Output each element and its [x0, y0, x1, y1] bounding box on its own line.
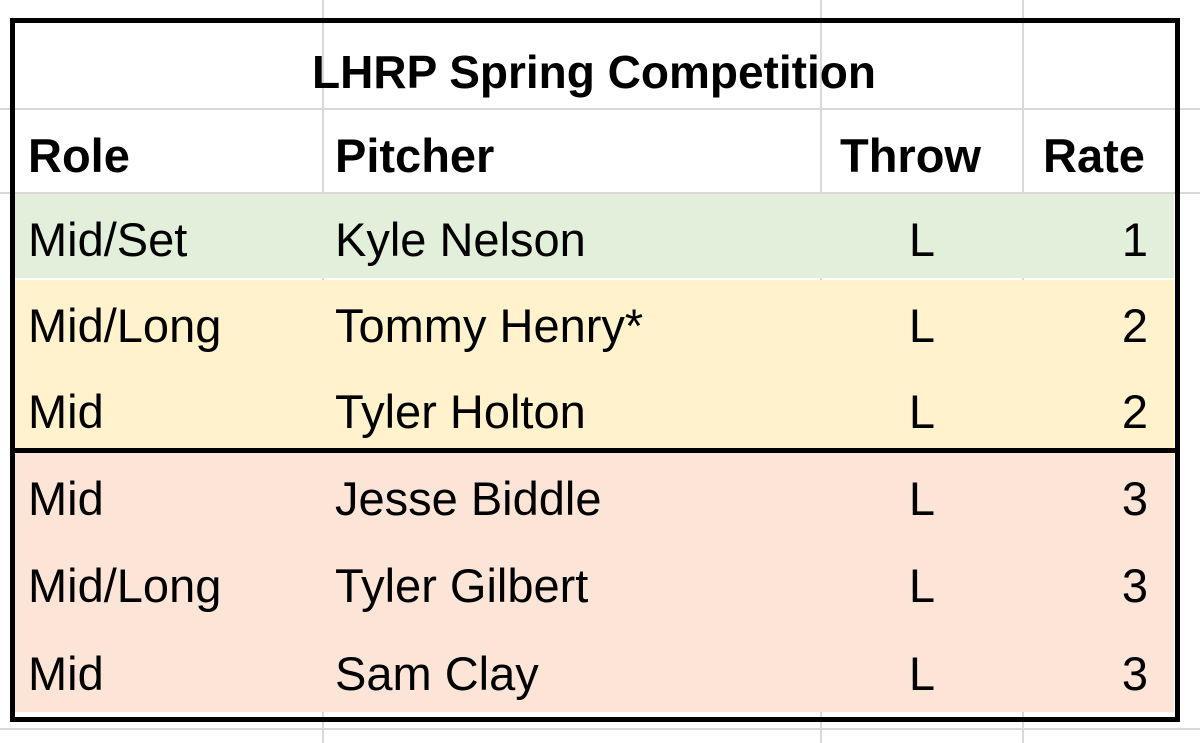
- table-cell: Mid: [28, 472, 104, 525]
- row-band: [14, 280, 1174, 366]
- table-border: [10, 18, 1180, 722]
- table-cell: 2: [1121, 299, 1148, 352]
- table-cell: L: [908, 647, 936, 700]
- table-cell: L: [908, 385, 936, 438]
- table-cell: L: [908, 213, 936, 266]
- grid-line: [0, 728, 1200, 730]
- column-header: Role: [28, 129, 130, 182]
- row-band: [14, 366, 1174, 448]
- table-cell: Tyler Holton: [335, 385, 586, 438]
- table-cell: L: [908, 472, 936, 525]
- table-cell: Sam Clay: [335, 647, 539, 700]
- table-cell: L: [908, 299, 936, 352]
- row-band: [14, 540, 1174, 628]
- group-divider: [10, 448, 1180, 453]
- table-cell: 3: [1121, 559, 1148, 612]
- grid-line: [0, 108, 1200, 110]
- table-cell: Mid/Long: [28, 559, 222, 612]
- table-cell: L: [908, 559, 936, 612]
- table-cell: 2: [1121, 385, 1148, 438]
- table-cell: 3: [1121, 472, 1148, 525]
- column-header: Pitcher: [335, 129, 495, 182]
- row-band: [14, 453, 1174, 540]
- table-cell: Tommy Henry*: [335, 299, 644, 352]
- table-cell: 3: [1121, 647, 1148, 700]
- table-cell: Mid/Set: [28, 213, 188, 266]
- table-cell: Jesse Biddle: [335, 472, 602, 525]
- table-cell: Mid: [28, 647, 104, 700]
- table-cell: Tyler Gilbert: [335, 559, 589, 612]
- table-cell: Mid: [28, 385, 104, 438]
- column-header: Throw: [840, 129, 981, 182]
- table-cell: Mid/Long: [28, 299, 222, 352]
- table-title: LHRP Spring Competition: [312, 46, 876, 98]
- table-cell: Kyle Nelson: [335, 213, 586, 266]
- column-header: Rate: [1043, 129, 1145, 182]
- row-band: [14, 628, 1174, 712]
- table-cell: 1: [1121, 213, 1148, 266]
- row-band: [14, 194, 1174, 278]
- grid-line: [0, 192, 1200, 194]
